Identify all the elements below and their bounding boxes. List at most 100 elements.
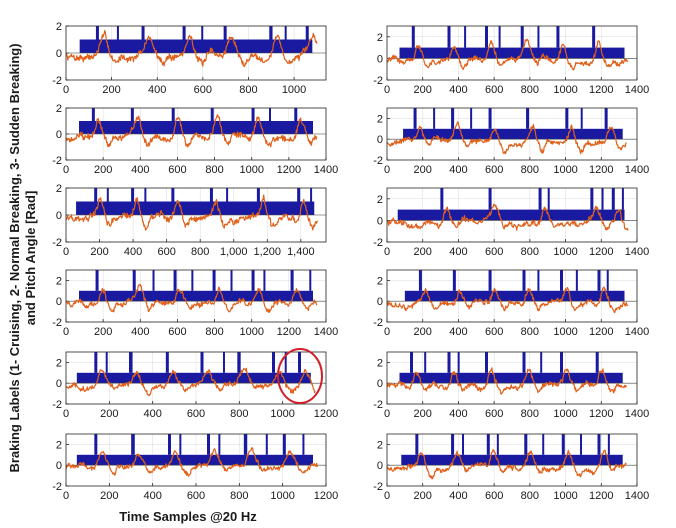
x-tick-label: 600 — [187, 490, 205, 502]
pitch-angle-line — [65, 283, 318, 313]
x-tick-label: 0 — [384, 326, 390, 338]
braking-label-spike — [597, 434, 601, 455]
x-tick-label: 1000 — [270, 490, 294, 502]
braking-label-spike — [547, 188, 550, 210]
y-tick-label: 0 — [56, 48, 62, 60]
braking-label-spike — [462, 434, 465, 455]
x-tick-label: 1000 — [239, 326, 263, 338]
braking-label-spike — [284, 26, 287, 40]
braking-label-spike — [522, 352, 526, 373]
braking-label-spike — [451, 434, 455, 455]
braking-label-spike — [485, 352, 488, 373]
braking-label-spike — [418, 270, 422, 291]
braking-label-spike — [256, 188, 260, 202]
pitch-angle-line — [386, 286, 629, 314]
x-tick-label: 800 — [205, 164, 223, 176]
braking-label-spike — [243, 434, 248, 455]
y-tick-label: 0 — [56, 210, 62, 222]
braking-label-spike — [212, 270, 216, 291]
pitch-angle-line — [65, 447, 318, 477]
x-tick-label: 200 — [94, 326, 112, 338]
braking-label-spike — [152, 270, 155, 291]
braking-label-spike — [141, 26, 145, 40]
pitch-angle-line — [65, 29, 318, 68]
subplot-1-1: 20-20 200 400 600 800 1000 — [52, 21, 327, 96]
braking-label-spike — [179, 434, 182, 455]
braking-label-spike — [538, 188, 542, 210]
braking-label-spike — [611, 188, 615, 210]
y-tick-label: 2 — [56, 21, 62, 33]
pitch-angle-line — [386, 38, 629, 71]
braking-label-spike — [560, 352, 563, 373]
y-tick-label: 0 — [377, 460, 383, 472]
braking-label-spike — [91, 108, 95, 121]
braking-label-band — [399, 47, 625, 59]
pitch-angle-line — [65, 367, 316, 397]
braking-label-spike — [209, 188, 213, 202]
x-tick-label: 600 — [168, 326, 186, 338]
subplot-3-2: 20-20 200 400 600 800 1000 1200 1400 — [373, 187, 649, 258]
y-tick-label: 2 — [377, 357, 383, 369]
braking-label-spike — [410, 352, 413, 373]
x-tick-label: 400 — [449, 84, 467, 96]
braking-label-spike — [485, 26, 488, 48]
pitch-angle-line — [386, 121, 627, 155]
braking-label-spike — [94, 352, 98, 373]
braking-label-spike — [173, 270, 177, 291]
y-tick-label: 2 — [56, 183, 62, 195]
x-tick-label: 1,400 — [287, 246, 315, 258]
braking-label-spike — [171, 108, 175, 121]
braking-label-spike — [171, 188, 175, 202]
braking-label-spike — [131, 434, 135, 455]
braking-label-spike — [218, 434, 221, 455]
axes-frame — [65, 433, 327, 487]
braking-label-spike — [561, 434, 565, 455]
braking-label-spike — [310, 188, 313, 202]
x-tick-label: 800 — [521, 84, 539, 96]
x-tick-label: 200 — [414, 84, 432, 96]
x-tick-label: 1400 — [625, 246, 649, 258]
x-tick-label: 1400 — [625, 490, 649, 502]
x-tick-label: 1200 — [314, 490, 338, 502]
braking-label-spike — [452, 270, 456, 291]
y-tick-label: -2 — [373, 155, 383, 167]
x-tick-label: 0 — [384, 164, 390, 176]
y-tick-label: 2 — [377, 113, 383, 125]
axes-frame — [65, 269, 327, 323]
braking-label-spike — [191, 270, 194, 291]
braking-label-spike — [520, 26, 524, 48]
subplot-6-1: 20-20 200 400 600 800 1000 1200 — [52, 433, 338, 502]
x-tick-label: 1200 — [277, 326, 301, 338]
braking-label-spike — [565, 108, 569, 129]
axes-frame — [386, 187, 638, 243]
braking-label-spike — [226, 188, 229, 202]
y-tick-label: 2 — [56, 103, 62, 115]
axes-frame — [386, 433, 638, 487]
braking-label-spike — [580, 108, 583, 129]
y-tick-label: 2 — [377, 32, 383, 44]
braking-label-spike — [129, 352, 133, 373]
x-tick-label: 0 — [63, 490, 69, 502]
braking-label-band — [401, 454, 623, 466]
y-tick-label: 2 — [377, 194, 383, 206]
x-tick-label: 0 — [63, 84, 69, 96]
braking-label-spike — [251, 108, 255, 121]
braking-label-spike — [537, 26, 540, 48]
x-tick-label: 1000 — [239, 164, 263, 176]
x-tick-label: 600 — [485, 490, 503, 502]
braking-label-spike — [411, 26, 415, 48]
x-tick-label: 1000 — [553, 326, 577, 338]
braking-label-band — [79, 121, 313, 134]
braking-label-spike — [105, 352, 108, 373]
braking-label-spike — [168, 434, 171, 455]
x-tick-label: 800 — [521, 408, 539, 420]
braking-label-spike — [282, 434, 286, 455]
braking-label-spike — [606, 270, 609, 291]
braking-label-band — [76, 454, 313, 466]
braking-label-band — [404, 290, 625, 302]
braking-label-spike — [488, 108, 492, 129]
braking-label-spike — [621, 188, 624, 210]
x-axis-label: Time Samples @20 Hz — [119, 509, 257, 524]
pitch-angle-line — [65, 194, 319, 231]
x-tick-label: 200 — [414, 490, 432, 502]
